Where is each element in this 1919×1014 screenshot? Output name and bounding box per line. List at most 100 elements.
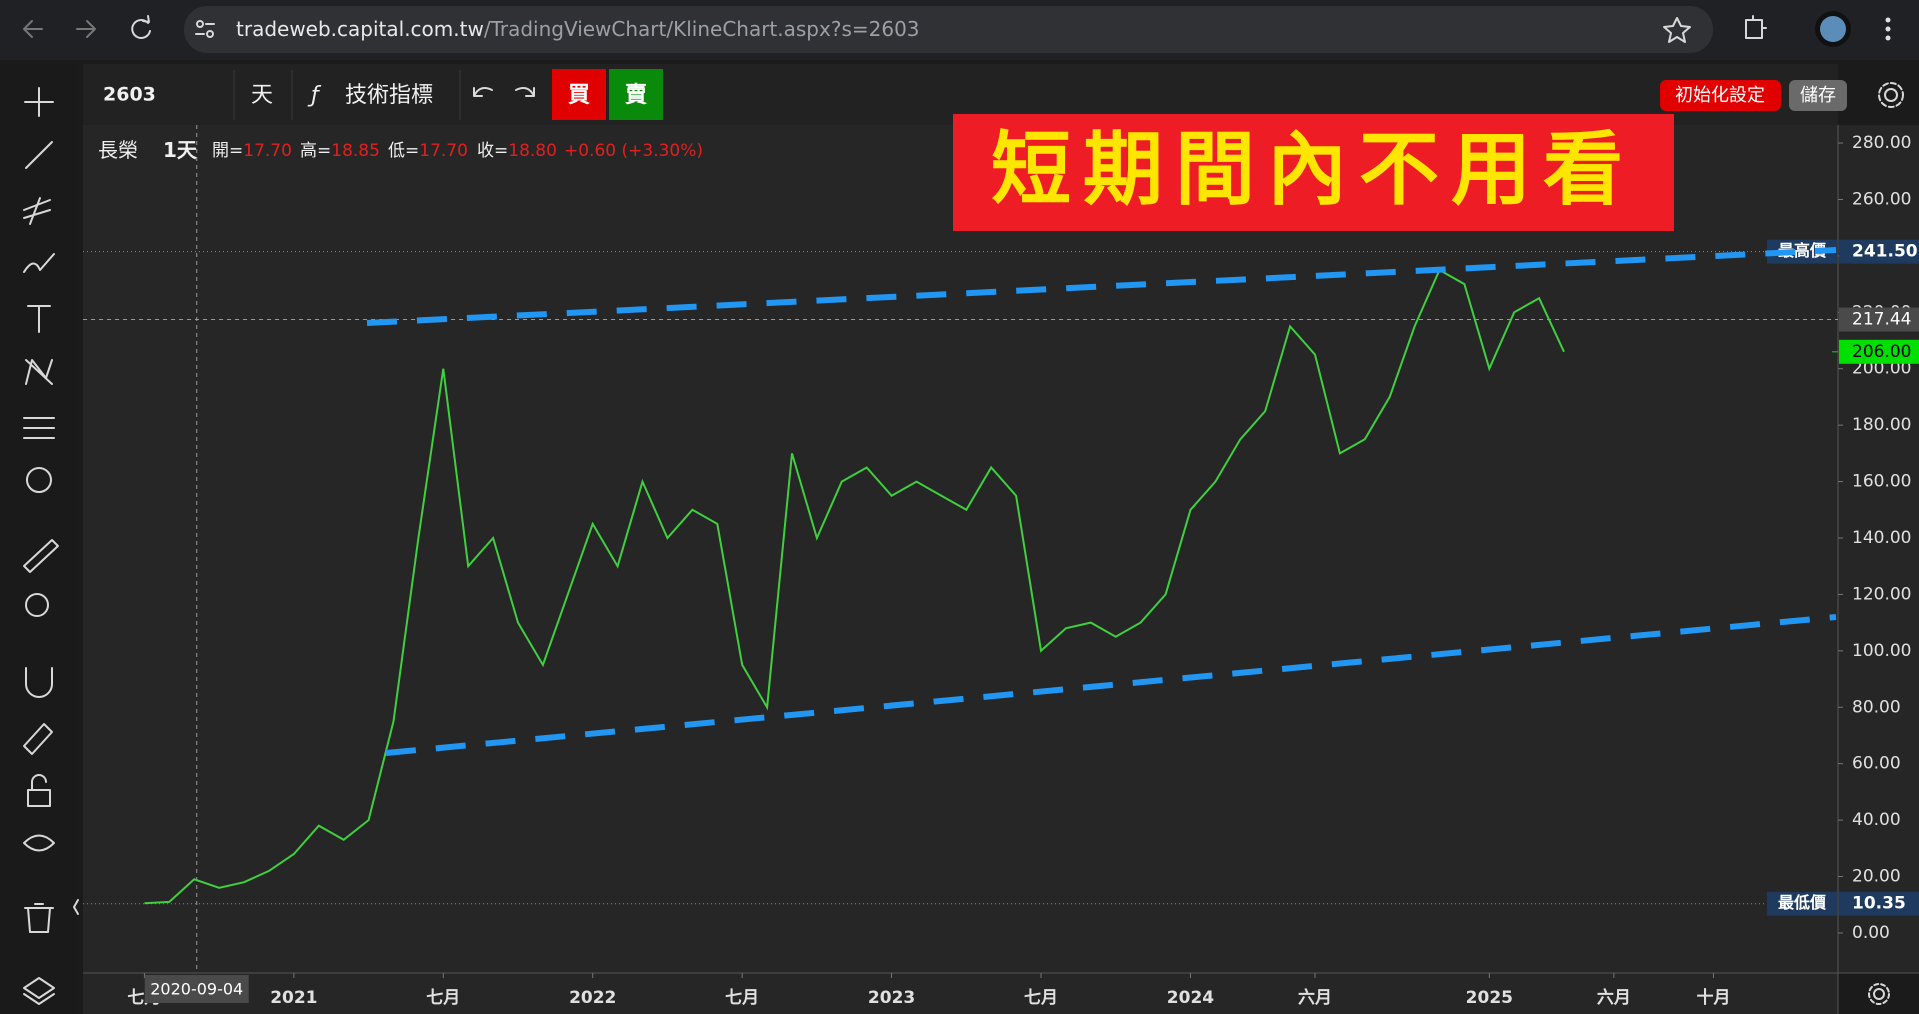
open-value: 17.70 [243,141,292,161]
url: tradeweb.capital.com.tw/TradingViewChart… [236,17,920,41]
site-info[interactable] [195,20,215,38]
zoom-tool[interactable] [25,593,49,617]
legend-interval: 1天 [163,138,198,162]
collapse-sidebar[interactable] [73,899,79,915]
trendline-upper[interactable] [366,247,1837,326]
avatar [1820,16,1846,42]
lock-draw-tool[interactable] [23,723,53,755]
banner-box [953,114,1674,231]
fib-tool[interactable] [23,197,51,225]
high-value: 18.85 [331,141,380,161]
price-line-series [144,268,1565,905]
fx-icon: ƒ [307,83,322,108]
text-tool[interactable] [27,305,51,333]
url-path: /TradingViewChart/KlineChart.aspx?s=2603 [484,17,920,41]
y-tick-label: 180.00 [1852,415,1911,435]
y-tick-label: 160.00 [1852,472,1911,492]
price-line-name: 最低價 [1778,893,1827,912]
measure-tool[interactable] [23,539,59,573]
layers-tool[interactable] [23,977,55,1005]
y-tick-label: 120.00 [1852,584,1911,604]
indicators-button[interactable]: 技術指標 [345,83,433,108]
x-tick-label: 2024 [1167,988,1214,1008]
trendline-lower[interactable] [385,614,1837,756]
x-tick-label: 2025 [1466,988,1513,1008]
open-label: 開= [212,141,243,161]
crosshair-tool[interactable] [24,87,54,117]
chart: 0.00 20.00 40.00 60.00 80.00 100.00 120.00 140.… [83,125,1919,1008]
extensions[interactable] [1745,15,1767,39]
price-line-name: 最高價 [1778,241,1827,260]
x-tick-label: 七月 [1024,988,1058,1008]
y-tick-label: 280.00 [1852,133,1911,153]
bookmark-star[interactable] [1663,17,1691,43]
last-price-box [1839,339,1919,364]
low-label: 低= [388,141,419,161]
x-tick-label: 六月 [1298,987,1332,1008]
price-line-box [1839,239,1919,264]
crosshair-x-box [144,975,249,1003]
brush-tool[interactable] [23,253,55,273]
legend-ohlc: 開=17.70 高=18.85 低=17.70 收=18.80 +0.60 (+… [212,141,703,161]
back-button[interactable] [23,20,43,38]
address-bar[interactable] [184,6,1713,53]
save-button[interactable] [1789,80,1847,111]
save-label: 儲存 [1800,85,1836,106]
settings[interactable] [1878,82,1904,108]
x-tick-label: 2023 [868,988,915,1008]
high-label: 高= [300,141,331,161]
x-tick-label: 2021 [270,988,317,1008]
crosshair-y-label: 217.44 [1852,310,1911,330]
prediction-tool[interactable] [23,417,55,439]
x-tick-label: 十月 [1696,987,1730,1008]
buy-button[interactable] [552,69,606,120]
plot-area [83,125,1838,973]
x-tick-label: 六月 [1597,987,1631,1008]
pattern-tool[interactable] [25,359,53,385]
delete-tool[interactable] [24,903,54,933]
forward-button[interactable] [76,20,96,38]
magnet-tool[interactable] [25,667,53,698]
y-tick-label: 40.00 [1852,810,1901,830]
price-line-label: 241.50 [1852,242,1918,262]
legend-name: 長榮 [98,138,138,162]
legend: 長榮 1天 [98,138,198,162]
x-tick-label: 七月 [426,988,460,1008]
symbol[interactable]: 2603 [103,84,156,106]
line-tool[interactable] [25,141,53,169]
price-line-label: 10.35 [1852,894,1906,914]
price-axis [1838,125,1919,973]
time-axis-settings[interactable] [1868,983,1890,1005]
crosshair-y-box [1839,307,1919,332]
price-line-tag [1767,891,1837,916]
sell-button[interactable] [609,69,663,120]
y-tick-label: 140.00 [1852,528,1911,548]
x-tick-label: 2022 [569,988,616,1008]
reset-label: 初始化設定 [1675,85,1765,106]
sidebar [0,64,78,1014]
y-tick-label: 260.00 [1852,189,1911,209]
visibility-tool[interactable] [23,834,55,852]
banner-text: 短期間內不用看 [991,122,1635,216]
y-tick-label: 20.00 [1852,867,1901,887]
crosshair-x-label: 2020-09-04 [150,980,243,999]
menu-button[interactable] [1885,17,1891,41]
y-tick-label: 60.00 [1852,754,1901,774]
last-price-label: 206.00 [1852,342,1911,362]
time-axis [83,973,1838,1014]
emoji-tool[interactable] [26,467,52,493]
redo[interactable] [515,87,535,97]
close-label: 收= [477,141,508,161]
period-button[interactable]: 天 [251,83,273,108]
x-tick-label: 七月 [725,988,759,1008]
reset-button[interactable] [1660,80,1781,111]
lock-tool[interactable] [27,774,51,807]
reload-button[interactable] [131,15,151,39]
undo[interactable] [473,87,493,97]
sidebar-tools [23,87,59,1005]
sell-label: 賣 [625,83,648,108]
change-value: +0.60 (+3.30%) [564,141,703,161]
buy-label: 買 [568,83,590,108]
